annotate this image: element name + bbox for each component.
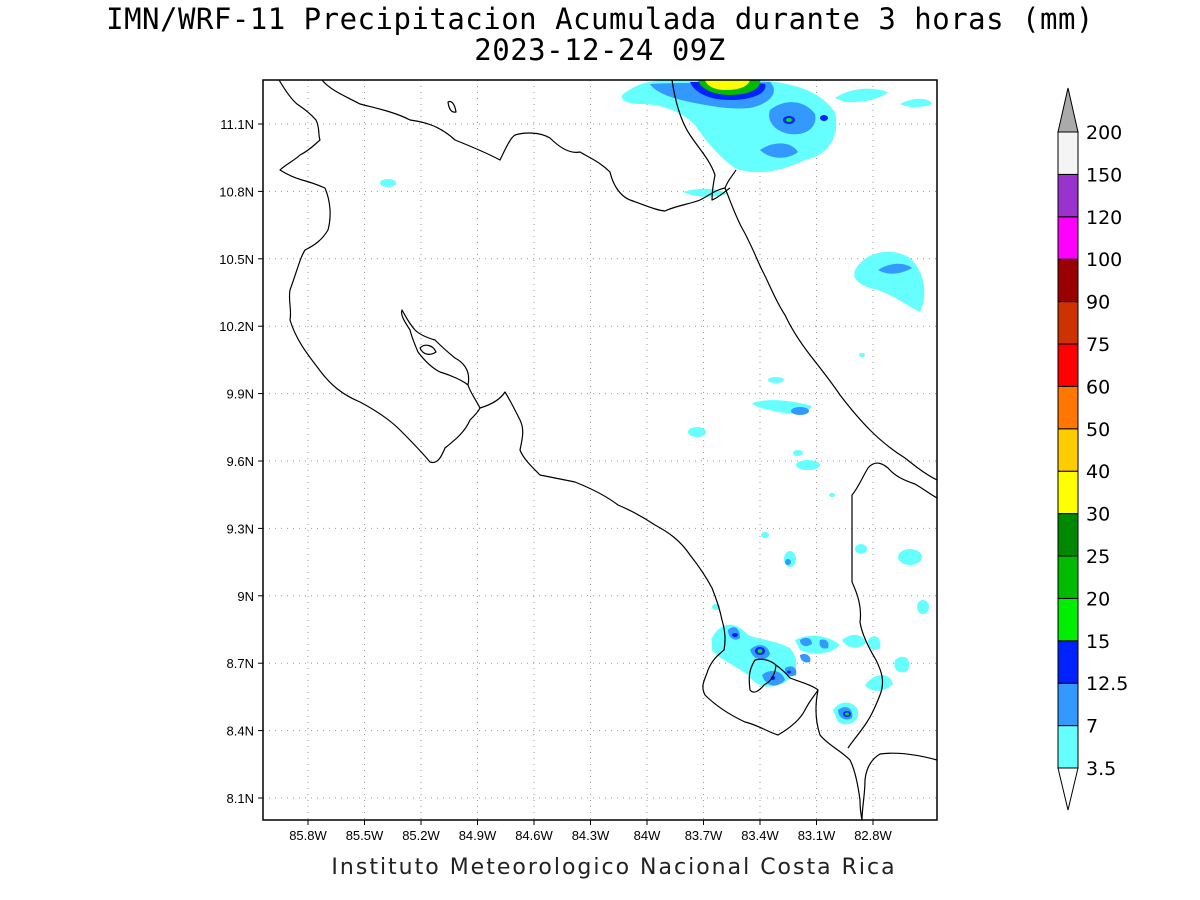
nicaragua-lake-shore [321, 80, 737, 212]
colorbar-label: 25 [1086, 546, 1110, 568]
footer-credit: Instituto Meteorologico Nacional Costa R… [331, 855, 897, 880]
precip-cluster-south [712, 532, 929, 725]
lon-tick-label: 85.8W [289, 828, 327, 843]
colorbar-label: 200 [1086, 122, 1122, 144]
lon-tick-label: 84W [634, 828, 661, 843]
colorbar-label: 30 [1086, 504, 1110, 526]
lon-tick-label: 85.5W [346, 828, 384, 843]
lon-tick-label: 83.7W [685, 828, 723, 843]
central-pacific-coast [479, 391, 819, 736]
caribbean-coast [724, 187, 937, 481]
colorbar-label: 3.5 [1086, 758, 1116, 780]
longitude-ticks: 85.8W 85.5W 85.2W 84.9W 84.6W 84.3W 84W 83.7W 83… [289, 820, 893, 843]
precip-cluster-caribbean [688, 251, 925, 497]
burica-peninsula [861, 752, 937, 820]
colorbar-segment [1057, 513, 1079, 557]
lat-tick-label: 11.1N [220, 117, 254, 132]
colorbar-segment [1057, 725, 1079, 769]
lon-tick-label: 82.8W [854, 828, 892, 843]
lon-tick-label: 84.6W [515, 828, 553, 843]
colorbar-segment [1057, 682, 1079, 727]
colorbar-label: 90 [1086, 292, 1110, 314]
lat-tick-label: 9N [237, 589, 254, 604]
coastlines [278, 80, 937, 820]
colorbar-segment [1057, 428, 1079, 472]
map-date: 2023-12-24 09Z [474, 33, 726, 67]
precipitation-areas [380, 80, 932, 725]
colorbar-label: 40 [1086, 461, 1110, 483]
lat-tick-label: 9.3N [227, 521, 254, 536]
colorbar-segment [1057, 343, 1079, 387]
lake-islet [447, 100, 457, 113]
lon-tick-label: 85.2W [402, 828, 440, 843]
lat-tick-label: 10.5N [219, 252, 254, 267]
map-frame [262, 79, 938, 821]
lat-tick-label: 8.4N [227, 724, 254, 739]
lat-tick-label: 10.2N [219, 319, 254, 334]
colorbar-label: 12.5 [1086, 673, 1128, 695]
colorbar-max-arrow [1057, 87, 1079, 133]
lat-tick-label: 10.8N [219, 184, 254, 199]
panama-border [815, 689, 863, 820]
colorbar-segment [1057, 385, 1079, 430]
lon-tick-label: 84.9W [459, 828, 497, 843]
colorbar-segment [1057, 258, 1079, 303]
map-grid [263, 80, 937, 820]
colorbar-min-arrow [1057, 767, 1079, 811]
colorbar-segment [1057, 131, 1079, 175]
colorbar-segment [1057, 640, 1079, 684]
gulf-of-nicoya [400, 309, 481, 409]
colorbar-label: 150 [1086, 164, 1122, 186]
colorbar-label: 120 [1086, 207, 1122, 229]
map-title: IMN/WRF-11 Precipitacion Acumulada duran… [106, 2, 1094, 36]
colorbar-label: 75 [1086, 334, 1110, 356]
colorbar-label: 20 [1086, 588, 1110, 610]
lat-tick-label: 8.7N [227, 656, 254, 671]
panama-caribbean-border [851, 462, 937, 582]
panama-pacific-border [847, 581, 884, 749]
colorbar-segment [1057, 301, 1079, 345]
colorbar-label: 7 [1086, 716, 1098, 738]
colorbar: 3.5 7 12.5 15 20 25 30 40 50 60 75 90 100 120 150 200 [1057, 87, 1128, 811]
san-juan-river [671, 80, 731, 201]
colorbar-label: 15 [1086, 631, 1110, 653]
golfo-dulce [748, 658, 777, 693]
lon-tick-label: 83.1W [798, 828, 836, 843]
colorbar-segment [1057, 555, 1079, 599]
precip-cluster-north [380, 80, 932, 197]
lon-tick-label: 84.3W [572, 828, 610, 843]
latitude-ticks: 11.1N 10.8N 10.5N 10.2N 9.9N 9.6N 9.3N 9N 8.7N 8.… [219, 117, 263, 806]
colorbar-label: 100 [1086, 249, 1122, 271]
nicaragua-border [278, 80, 326, 189]
colorbar-label: 60 [1086, 376, 1110, 398]
chira-island [419, 344, 437, 355]
lat-tick-label: 9.6N [227, 454, 254, 469]
colorbar-segment [1057, 216, 1079, 260]
colorbar-segment [1057, 173, 1079, 218]
nicoya-pacific-coast [288, 187, 481, 464]
colorbar-label: 50 [1086, 419, 1110, 441]
lat-tick-label: 9.9N [227, 387, 254, 402]
lat-tick-label: 8.1N [227, 791, 254, 806]
lon-tick-label: 83.4W [741, 828, 779, 843]
colorbar-segment [1057, 470, 1079, 515]
colorbar-segment [1057, 597, 1079, 642]
